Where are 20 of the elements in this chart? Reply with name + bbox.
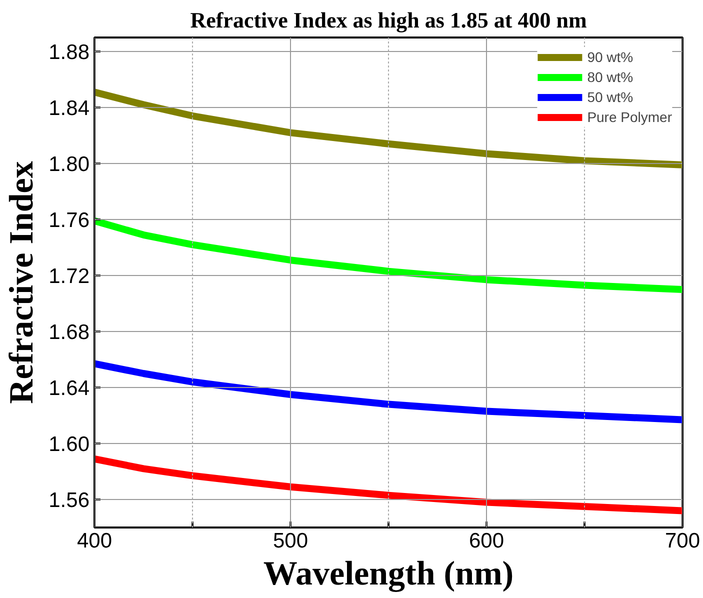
- y-tick-label: 1.88: [48, 41, 90, 64]
- x-tick-label: 600: [468, 530, 504, 552]
- legend-label: Pure Polymer: [587, 109, 672, 125]
- legend-label: 80 wt%: [587, 69, 634, 85]
- chart-title: Refractive Index as high as 1.85 at 400 nm: [190, 8, 587, 32]
- y-tick-label: 1.72: [48, 265, 90, 288]
- y-tick-label: 1.56: [48, 489, 90, 512]
- y-axis-title: Refractive Index: [4, 161, 41, 404]
- x-tick-label: 700: [664, 530, 700, 552]
- y-tick-label: 1.64: [48, 377, 90, 400]
- x-tick-label: 500: [272, 530, 308, 552]
- legend-label: 50 wt%: [587, 89, 634, 105]
- x-tick-label: 400: [76, 530, 112, 552]
- x-axis-title: Wavelength (nm): [263, 556, 514, 592]
- legend-label: 90 wt%: [587, 49, 634, 65]
- y-tick-label: 1.68: [48, 321, 90, 344]
- y-tick-label: 1.76: [48, 209, 90, 232]
- y-tick-label: 1.84: [48, 97, 90, 120]
- y-tick-label: 1.80: [48, 153, 90, 176]
- y-tick-label: 1.60: [48, 433, 90, 456]
